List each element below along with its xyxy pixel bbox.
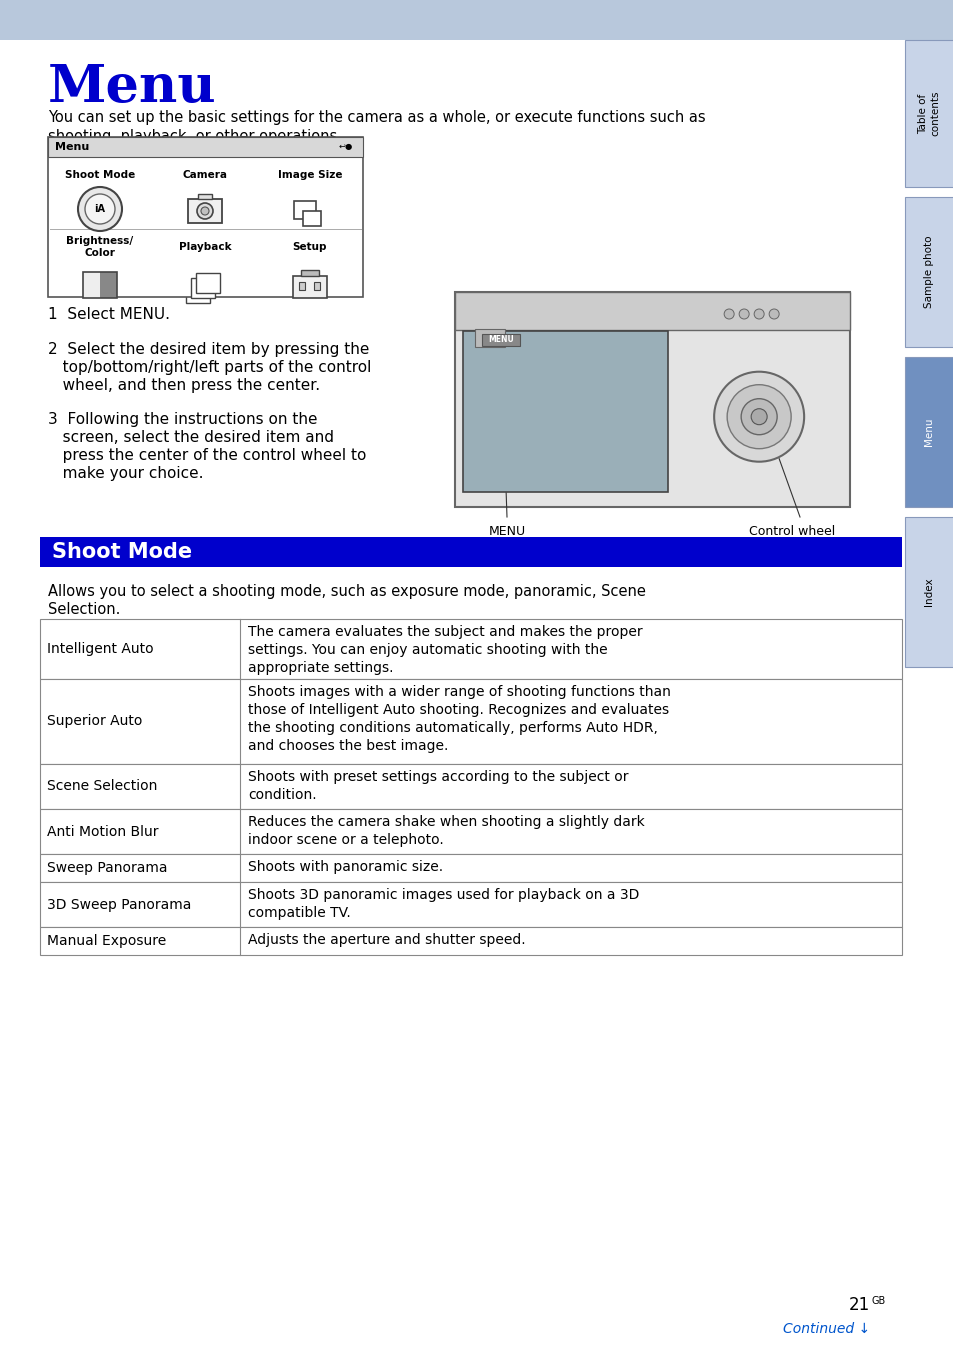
Text: MENU: MENU: [488, 525, 525, 537]
Text: MENU: MENU: [488, 335, 514, 345]
Bar: [293, 275, 327, 299]
Text: Control wheel: Control wheel: [748, 525, 834, 537]
Text: 1  Select MENU.: 1 Select MENU.: [48, 307, 170, 322]
Text: Shoots with panoramic size.: Shoots with panoramic size.: [248, 860, 442, 874]
Bar: [904, 39, 953, 187]
Text: Menu: Menu: [48, 62, 216, 113]
Bar: [48, 137, 363, 297]
Bar: [904, 517, 953, 668]
Bar: [40, 809, 901, 854]
Text: Menu: Menu: [55, 142, 90, 152]
Circle shape: [726, 384, 790, 449]
Text: Anti Motion Blur: Anti Motion Blur: [47, 825, 158, 839]
Bar: [40, 537, 901, 567]
Text: Reduces the camera shake when shooting a slightly dark
indoor scene or a telepho: Reduces the camera shake when shooting a…: [248, 816, 644, 847]
Bar: [303, 210, 320, 227]
Bar: [481, 334, 519, 346]
Bar: [40, 764, 901, 809]
Circle shape: [85, 194, 115, 224]
Circle shape: [196, 204, 213, 218]
Text: Image Size: Image Size: [277, 170, 342, 180]
Bar: [298, 282, 305, 290]
Text: Index: Index: [923, 578, 934, 607]
Bar: [455, 292, 849, 508]
Text: Manual Exposure: Manual Exposure: [47, 934, 166, 949]
Text: Shoot Mode: Shoot Mode: [65, 170, 135, 180]
Text: Continued ↓: Continued ↓: [782, 1322, 869, 1337]
Text: 2  Select the desired item by pressing the: 2 Select the desired item by pressing th…: [48, 342, 369, 357]
Text: Adjusts the aperture and shutter speed.: Adjusts the aperture and shutter speed.: [248, 934, 525, 947]
Bar: [188, 199, 222, 223]
Bar: [904, 357, 953, 508]
Text: Superior Auto: Superior Auto: [47, 715, 142, 729]
Bar: [40, 927, 901, 955]
Bar: [198, 194, 212, 199]
Bar: [455, 292, 849, 330]
Text: Intelligent Auto: Intelligent Auto: [47, 642, 153, 655]
Circle shape: [723, 309, 734, 319]
Bar: [301, 270, 318, 275]
Bar: [462, 331, 667, 493]
Bar: [314, 282, 319, 290]
Text: Shoots with preset settings according to the subject or
condition.: Shoots with preset settings according to…: [248, 769, 628, 802]
Text: iA: iA: [94, 204, 106, 214]
Circle shape: [750, 408, 766, 425]
Bar: [48, 137, 363, 157]
Text: Sample photo: Sample photo: [923, 236, 934, 308]
Bar: [191, 278, 214, 299]
Text: Playback: Playback: [178, 242, 231, 252]
Bar: [40, 882, 901, 927]
Bar: [475, 328, 504, 347]
Text: Setup: Setup: [293, 242, 327, 252]
Text: Sweep Panorama: Sweep Panorama: [47, 860, 168, 875]
Bar: [83, 271, 117, 299]
Circle shape: [740, 399, 777, 434]
Text: Table of
contents: Table of contents: [918, 91, 940, 136]
Bar: [40, 678, 901, 764]
Text: shooting, playback, or other operations.: shooting, playback, or other operations.: [48, 129, 341, 144]
Text: screen, select the desired item and: screen, select the desired item and: [48, 430, 334, 445]
Circle shape: [739, 309, 748, 319]
Text: press the center of the control wheel to: press the center of the control wheel to: [48, 448, 366, 463]
Bar: [40, 619, 901, 678]
Text: GB: GB: [871, 1296, 885, 1305]
Text: wheel, and then press the center.: wheel, and then press the center.: [48, 379, 320, 394]
Circle shape: [201, 208, 209, 214]
Text: Allows you to select a shooting mode, such as exposure mode, panoramic, Scene: Allows you to select a shooting mode, su…: [48, 584, 645, 598]
Bar: [195, 273, 220, 293]
Text: You can set up the basic settings for the camera as a whole, or execute function: You can set up the basic settings for th…: [48, 110, 705, 125]
Bar: [186, 284, 210, 303]
Bar: [40, 854, 901, 882]
Text: top/bottom/right/left parts of the control: top/bottom/right/left parts of the contr…: [48, 360, 371, 375]
Text: Menu: Menu: [923, 418, 934, 446]
Bar: [904, 197, 953, 347]
Circle shape: [768, 309, 779, 319]
Bar: [294, 201, 315, 218]
Circle shape: [754, 309, 763, 319]
Text: ↩●: ↩●: [338, 142, 353, 152]
Text: Selection.: Selection.: [48, 603, 120, 617]
Text: 3  Following the instructions on the: 3 Following the instructions on the: [48, 413, 317, 427]
Text: Brightness/
Color: Brightness/ Color: [67, 236, 133, 258]
Text: 21: 21: [848, 1296, 869, 1314]
Bar: [0, 0, 953, 39]
Text: Shoots 3D panoramic images used for playback on a 3D
compatible TV.: Shoots 3D panoramic images used for play…: [248, 887, 639, 920]
Text: Camera: Camera: [182, 170, 227, 180]
Text: make your choice.: make your choice.: [48, 465, 203, 480]
Text: 3D Sweep Panorama: 3D Sweep Panorama: [47, 897, 192, 912]
Text: The camera evaluates the subject and makes the proper
settings. You can enjoy au: The camera evaluates the subject and mak…: [248, 626, 642, 674]
Circle shape: [714, 372, 803, 461]
Bar: [100, 271, 117, 299]
Circle shape: [78, 187, 122, 231]
Text: Scene Selection: Scene Selection: [47, 779, 157, 794]
Text: Shoots images with a wider range of shooting functions than
those of Intelligent: Shoots images with a wider range of shoo…: [248, 685, 670, 753]
Bar: [83, 271, 100, 299]
Text: Shoot Mode: Shoot Mode: [52, 541, 192, 562]
